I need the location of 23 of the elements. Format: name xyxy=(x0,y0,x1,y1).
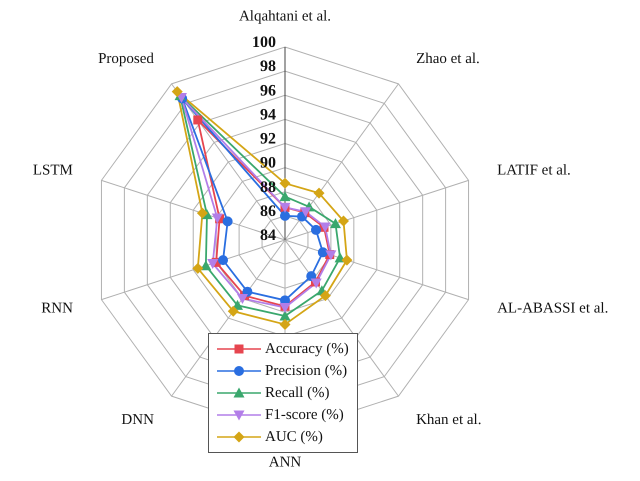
y-tick-label: 100 xyxy=(252,34,276,51)
legend-label: F1-score (%) xyxy=(265,406,344,424)
spoke-label: DNN xyxy=(121,412,154,428)
spoke-label: Proposed xyxy=(98,51,154,68)
spoke-label: Khan et al. xyxy=(416,412,482,428)
legend-label: AUC (%) xyxy=(265,428,323,446)
y-tick-label: 96 xyxy=(260,82,276,100)
spoke-label: AL-ABASSI et al. xyxy=(497,300,608,316)
y-tick-label: 94 xyxy=(260,106,276,124)
spoke-label: Zhao et al. xyxy=(416,51,480,68)
legend-label: Precision (%) xyxy=(265,362,348,380)
spoke-label: LATIF et al. xyxy=(497,162,571,179)
y-tick-label: 86 xyxy=(260,202,276,220)
y-tick-label: 90 xyxy=(260,154,276,172)
spoke-label: RNN xyxy=(41,300,74,316)
spoke-label: Alqahtani et al. xyxy=(238,8,332,24)
spoke-label: LSTM xyxy=(32,162,73,179)
y-tick-label: 92 xyxy=(260,130,276,148)
y-tick-label: 98 xyxy=(260,58,276,76)
y-tick-label: 84 xyxy=(260,227,276,244)
legend-label: Accuracy (%) xyxy=(265,340,349,358)
legend-label: Recall (%) xyxy=(265,384,330,402)
spoke-label: ANN xyxy=(268,454,302,470)
